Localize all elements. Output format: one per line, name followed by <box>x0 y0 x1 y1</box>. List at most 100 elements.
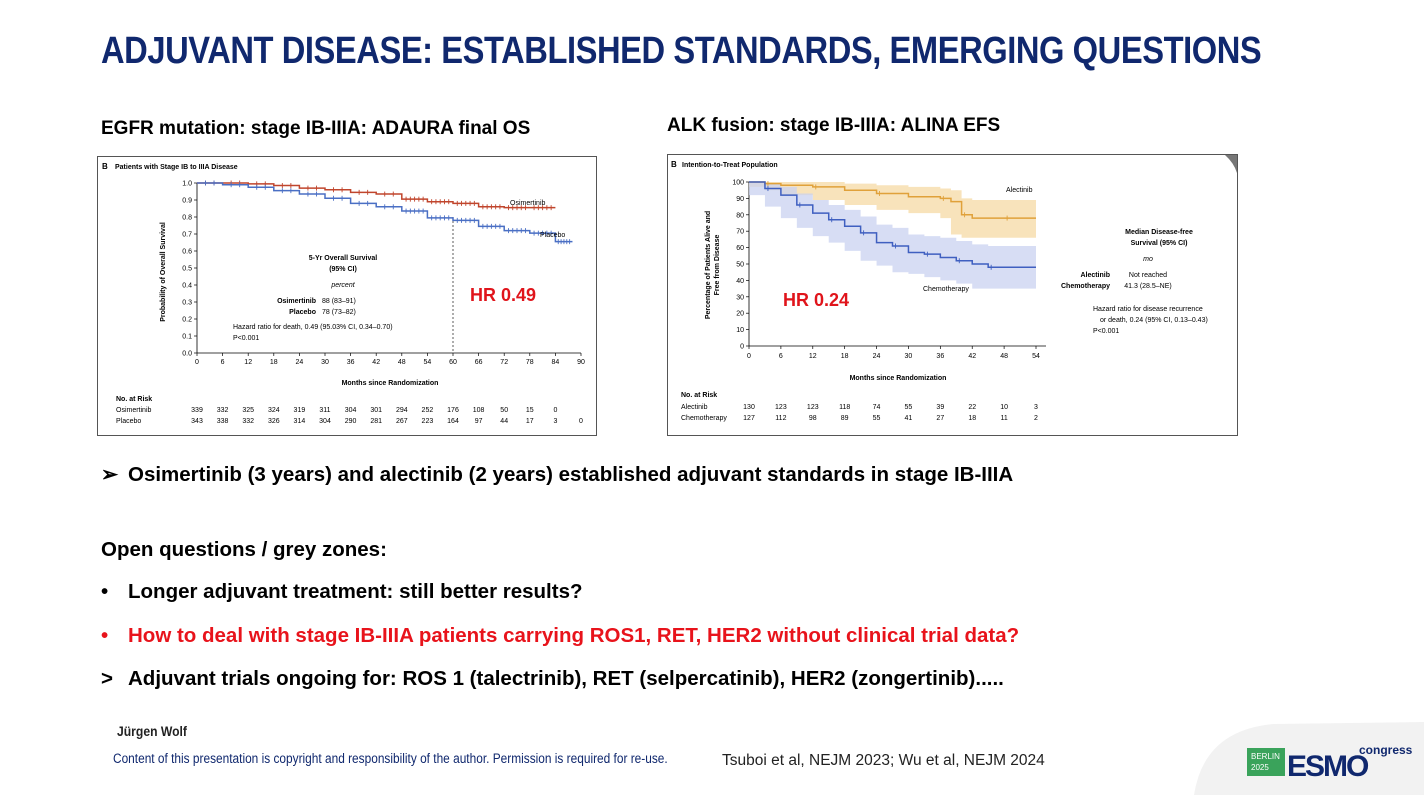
hazard-ratio-text: Hazard ratio for death, 0.49 (95.03% CI,… <box>233 324 393 331</box>
at-risk-value-alectinib: 55 <box>905 404 913 411</box>
copyright-notice: Content of this presentation is copyrigh… <box>113 751 668 766</box>
at-risk-value-placebo: 97 <box>475 418 483 425</box>
figure-title: Patients with Stage IB to IIIA Disease <box>115 164 238 171</box>
series-label-chemotherapy: Chemotherapy <box>923 286 969 293</box>
at-risk-value-placebo: 164 <box>447 418 459 425</box>
x-axis-label: Months since Randomization <box>850 375 947 382</box>
at-risk-value-placebo: 267 <box>396 418 408 425</box>
legend-osimertinib-value: 88 (83–91) <box>322 298 356 305</box>
at-risk-value-osimertinib: 301 <box>370 407 382 414</box>
arrow-bullet-icon: ➢ <box>101 463 119 486</box>
y-tick-label: 0 <box>740 344 744 351</box>
y-tick-label: 10 <box>736 327 744 334</box>
x-tick-label: 30 <box>905 353 913 360</box>
at-risk-value-placebo: 326 <box>268 418 280 425</box>
at-risk-value-placebo: 338 <box>217 418 229 425</box>
y-axis-label-line2: Free from Disease <box>714 235 721 296</box>
at-risk-value-placebo: 44 <box>500 418 508 425</box>
logo-esmo: ESMO <box>1287 750 1369 780</box>
corner-fold <box>1225 155 1237 173</box>
y-tick-label: 70 <box>736 229 744 236</box>
x-tick-label: 30 <box>321 359 329 366</box>
y-tick-label: 1.0 <box>182 181 192 188</box>
legend-title-ci: Survival (95% CI) <box>1131 240 1188 247</box>
y-axis-label-line1: Percentage of Patients Alive and <box>705 211 712 319</box>
adaura-hazard-ratio: HR 0.49 <box>470 285 537 305</box>
main-statement: ➢ Osimertinib (3 years) and alectinib (2 … <box>101 462 1013 487</box>
at-risk-value-placebo: 290 <box>345 418 357 425</box>
at-risk-value-alectinib: 3 <box>1034 404 1038 411</box>
at-risk-value-chemotherapy: 98 <box>809 415 817 422</box>
at-risk-value-osimertinib: 50 <box>500 407 508 414</box>
bullet-item-3-text: Adjuvant trials ongoing for: ROS 1 (tale… <box>128 667 1004 690</box>
legend-title: 5-Yr Overall Survival <box>309 255 378 262</box>
at-risk-value-placebo: 223 <box>422 418 434 425</box>
y-axis-label: Probability of Overall Survival <box>160 222 167 322</box>
at-risk-value-alectinib: 118 <box>839 404 850 411</box>
at-risk-value-osimertinib: 252 <box>422 407 434 414</box>
x-tick-label: 12 <box>809 353 817 360</box>
at-risk-value-chemotherapy: 89 <box>841 415 849 422</box>
at-risk-value-alectinib: 10 <box>1000 404 1008 411</box>
figure-title: Intention-to-Treat Population <box>682 162 778 169</box>
km-curves <box>749 181 1036 289</box>
at-risk-value-alectinib: 39 <box>936 404 944 411</box>
km-curve-chemotherapy <box>749 181 1036 269</box>
at-risk-title: No. at Risk <box>116 396 152 403</box>
x-tick-label: 0 <box>747 353 751 360</box>
p-value-text: P<0.001 <box>233 335 259 342</box>
x-tick-label: 42 <box>968 353 976 360</box>
at-risk-value-placebo: 281 <box>370 418 382 425</box>
legend-placebo: Placebo <box>289 309 316 316</box>
at-risk-value-placebo: 304 <box>319 418 331 425</box>
x-tick-label: 36 <box>347 359 355 366</box>
at-risk-value-placebo: 0 <box>579 418 583 425</box>
series-label-osimertinib: Osimertinib <box>510 200 546 207</box>
right-panel-heading: ALK fusion: stage IB-IIIA: ALINA EFS <box>667 115 1001 136</box>
at-risk-value-alectinib: 22 <box>968 404 976 411</box>
axes: 0.0 0.1 0.2 0.3 0.4 0.5 0.6 0.7 0.8 0.9 1.0 0 6 12 18 2… <box>182 181 585 367</box>
at-risk-value-osimertinib: 339 <box>191 407 203 414</box>
adaura-km-chart: B Patients with Stage IB to IIIA Disease… <box>102 162 585 425</box>
at-risk-label-alectinib: Alectinib <box>681 404 708 411</box>
at-risk-value-chemotherapy: 18 <box>968 415 976 422</box>
km-curves <box>197 180 573 353</box>
y-tick-label: 40 <box>736 278 744 285</box>
at-risk-value-placebo: 3 <box>553 418 557 425</box>
y-tick-label: 0.4 <box>182 283 192 290</box>
left-panel-heading: EGFR mutation: stage IB-IIIA: ADAURA fin… <box>101 118 531 139</box>
y-tick-label: 0.1 <box>182 334 192 341</box>
bullet-item-2-text: How to deal with stage IB-IIIA patients … <box>128 624 1020 647</box>
logo-city: BERLIN <box>1251 752 1280 761</box>
y-tick-label: 20 <box>736 311 744 318</box>
legend-alectinib-value: Not reached <box>1129 272 1167 279</box>
at-risk-value-chemotherapy: 55 <box>873 415 881 422</box>
x-tick-label: 48 <box>398 359 406 366</box>
at-risk-value-alectinib: 74 <box>873 404 881 411</box>
x-axis-label: Months since Randomization <box>342 380 439 387</box>
x-tick-label: 18 <box>270 359 278 366</box>
x-tick-label: 6 <box>779 353 783 360</box>
legend-unit: percent <box>330 282 355 289</box>
x-tick-label: 90 <box>577 359 585 366</box>
at-risk-value-placebo: 314 <box>294 418 306 425</box>
legend-alectinib: Alectinib <box>1080 272 1110 279</box>
km-curve-osimertinib <box>197 182 556 209</box>
x-tick-label: 18 <box>841 353 849 360</box>
figure-label: B <box>102 162 108 171</box>
x-tick-label: 60 <box>449 359 457 366</box>
legend-osimertinib: Osimertinib <box>277 298 316 305</box>
at-risk-value-alectinib: 123 <box>807 404 819 411</box>
y-tick-label: 0.3 <box>182 300 192 307</box>
at-risk-value-placebo: 332 <box>242 418 254 425</box>
x-tick-label: 78 <box>526 359 534 366</box>
bullet-item-3: > Adjuvant trials ongoing for: ROS 1 (tal… <box>101 667 1004 691</box>
at-risk-value-osimertinib: 304 <box>345 407 357 414</box>
bullet-dot-icon: • <box>101 580 109 603</box>
y-tick-label: 0.7 <box>182 232 192 239</box>
x-tick-label: 24 <box>873 353 881 360</box>
open-questions-heading: Open questions / grey zones: <box>101 538 387 561</box>
at-risk-value-osimertinib: 294 <box>396 407 408 414</box>
at-risk-label-osimertinib: Osimertinib <box>116 407 152 414</box>
y-tick-label: 0.9 <box>182 198 192 205</box>
